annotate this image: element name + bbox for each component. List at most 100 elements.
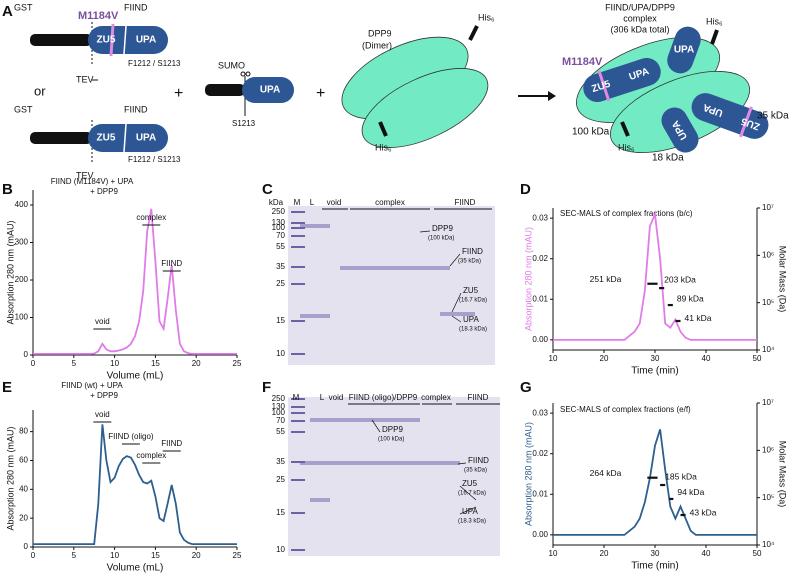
y-axis-label: Absorption 280 nm (mAU) [5,220,15,324]
fiind-domain [88,124,168,152]
lane-label: M [293,393,300,402]
y2-tick-label: 10⁷ [762,203,774,212]
lane-label: void [329,393,344,402]
ladder-label: 10 [276,545,285,554]
ladder-band [291,227,305,229]
x-axis-label: Time (min) [631,561,678,572]
x-tick-label: 15 [151,551,160,560]
chart-title: SEC-MALS of complex fractions (e/f) [560,405,691,414]
lane-label: FIIND [468,393,489,402]
axis [552,208,758,351]
peak-annotation: complex [136,213,166,222]
domain-label: FIIND [124,2,148,12]
upa-domain [661,107,699,153]
ladder-label: 35 [276,457,285,466]
chart-subtitle: + DPP9 [90,391,118,400]
mass-label: 43 kDa [690,507,717,517]
y2-axis-label: Molar Mass (Da) [778,246,788,313]
panel-label: F [262,379,271,396]
x-tick-label: 0 [31,359,36,368]
y-tick-label: 0.00 [532,530,548,539]
upa-domain [667,26,701,74]
peak-annotation: void [95,317,110,326]
protease-label: TEV [76,170,94,180]
fiind-domain [583,57,661,103]
plus: + [174,85,183,102]
ladder-label: 130 [272,402,286,411]
band-detail: (100 kDa) [428,236,454,242]
x-tick-label: 10 [549,549,558,558]
site-label: S1213 [232,119,256,128]
y-tick-label: 100 [15,313,29,322]
x-tick-label: 0 [31,551,36,560]
ladder-label: 250 [272,394,286,403]
chart-title: SEC-MALS of complex fractions (b/c) [560,209,693,218]
ladder-label: 250 [272,207,286,216]
ladder-band [291,549,305,551]
panel-label: A [2,3,13,20]
x-axis-label: Volume (mL) [107,563,164,574]
trace [33,208,237,355]
gst-tag [30,34,92,46]
leader [449,253,461,267]
chart-title: FIIND (wt) + UPA [61,381,123,390]
zu5-label: ZU5 [97,133,116,144]
plus: + [316,85,325,102]
gel-band [300,224,330,228]
ladder-band [291,211,305,213]
band-label: FIIND [468,456,489,465]
leader [451,292,462,313]
upa-label: UPA [136,133,156,144]
mutation-mark [109,23,115,57]
ladder-label: 70 [276,416,285,425]
gel [288,206,495,365]
y-tick-label: 0.02 [532,254,548,263]
ladder-band [291,222,305,224]
ladder-label: 100 [272,408,286,417]
divider [123,123,127,153]
lane-label: complex [421,393,451,402]
y-axis-label: Absorption 280 nm (mAU) [523,422,533,526]
site-label: F1212 / S1213 [128,155,181,164]
ladder-label: 55 [276,427,285,436]
x-tick-label: 40 [702,354,711,363]
band-label: DPP9 [382,425,403,434]
leader [419,230,431,233]
band-label: ZU5 [462,479,478,488]
ladder-label: 15 [276,316,285,325]
fiind-complex: ZU5 UPA [583,57,661,103]
panel-label: E [2,379,12,396]
ladder-band [291,461,305,463]
his-label: His₆ [618,142,635,152]
mass-label: 203 kDa [664,274,696,284]
y-tick-label: 300 [15,238,29,247]
his-label: His₆ [706,16,723,26]
trace [33,424,237,545]
ladder-label: 10 [276,349,285,358]
his-label: His₆ [478,12,495,22]
complex-title: (306 kDa total) [610,24,669,34]
ladder-label: 35 [276,262,285,271]
x-tick-label: 10 [549,354,558,363]
x-tick-label: 30 [651,549,660,558]
y-axis-label: Absorption 280 nm (mAU) [523,227,533,331]
mass-label: 251 kDa [590,274,622,284]
ladder-band [291,353,305,355]
upa-label: UPA [136,35,156,46]
his-tag [620,121,630,137]
x-tick-label: 20 [192,551,201,560]
y2-tick-label: 10⁶ [762,445,774,454]
y-tick-label: 0 [24,350,29,359]
leader [459,485,477,501]
x-tick-label: 50 [753,354,762,363]
gel [288,397,500,556]
mass-label: 100 kDa [572,127,610,138]
y2-tick-label: 10⁵ [762,298,774,307]
y-tick-label: 0.02 [532,449,548,458]
site-label: F1212 / S1213 [128,59,181,68]
x-tick-label: 50 [753,549,762,558]
tag-label: GST [14,2,33,12]
x-tick-label: 20 [600,549,609,558]
ladder-band [291,283,305,285]
mutation-label: M1184V [562,56,603,68]
